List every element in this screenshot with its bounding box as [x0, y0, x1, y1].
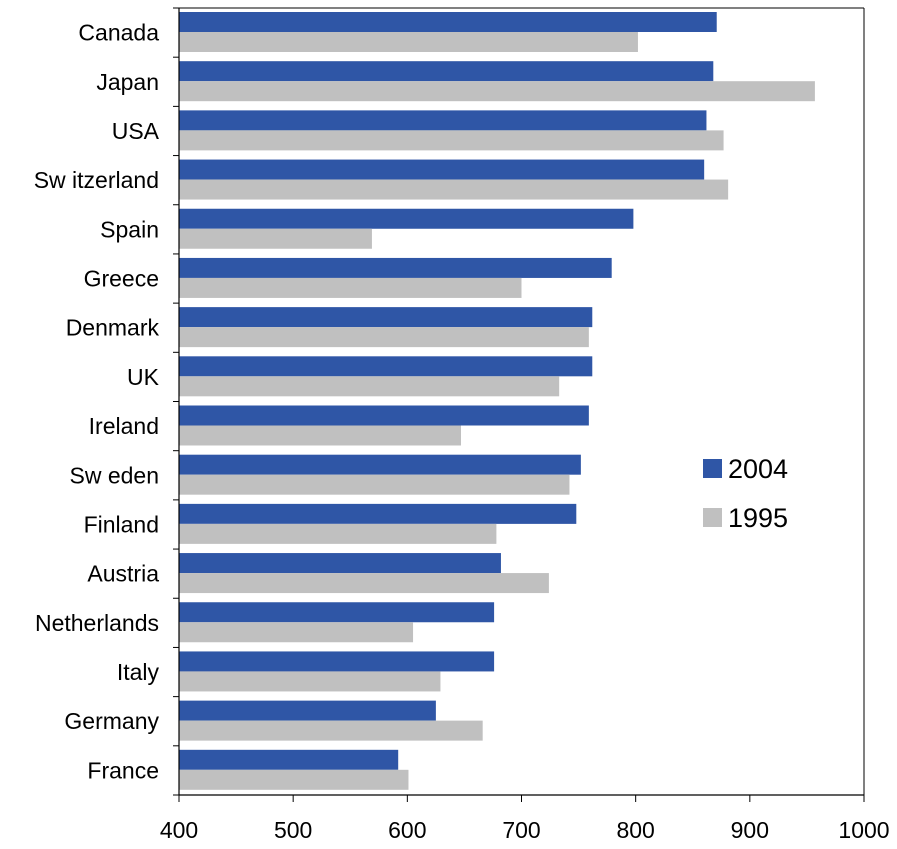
bar-1995-12: [179, 622, 414, 643]
bar-2004-4: [179, 208, 634, 229]
bar-1995-5: [179, 277, 522, 298]
x-tick-label: 700: [502, 817, 540, 843]
bar-2004-6: [179, 307, 593, 328]
category-label: Netherlands: [35, 610, 159, 636]
category-label: Ireland: [89, 413, 159, 439]
bar-2004-12: [179, 602, 495, 623]
bar-2004-3: [179, 159, 705, 180]
bar-1995-0: [179, 32, 638, 52]
bar-2004-10: [179, 503, 577, 524]
bar-2004-7: [179, 356, 593, 377]
bar-2004-2: [179, 110, 707, 131]
bar-2004-0: [179, 12, 717, 32]
bar-1995-1: [179, 81, 815, 102]
bar-2004-14: [179, 700, 436, 721]
category-label: UK: [127, 364, 160, 390]
bar-1995-10: [179, 523, 497, 544]
bar-2004-8: [179, 405, 589, 426]
legend-swatch-1995: [703, 508, 722, 527]
legend-swatch-2004: [703, 459, 722, 478]
category-label: France: [87, 757, 159, 783]
bar-2004-13: [179, 651, 495, 672]
bars-layer: [179, 12, 815, 790]
category-label: Austria: [87, 561, 159, 587]
category-label: Sw itzerland: [34, 167, 159, 193]
bar-1995-6: [179, 327, 589, 348]
bar-2004-11: [179, 553, 501, 574]
category-label: Greece: [84, 266, 159, 292]
bar-2004-1: [179, 61, 714, 82]
category-label: Canada: [78, 20, 159, 46]
category-label: Sw eden: [69, 462, 159, 488]
category-label: Japan: [96, 69, 159, 95]
legend-label: 2004: [728, 454, 788, 484]
legend: 2004 1995: [703, 454, 788, 533]
bar-1995-9: [179, 474, 570, 495]
bar-2004-15: [179, 749, 399, 770]
bar-2004-5: [179, 257, 612, 278]
bar-1995-13: [179, 671, 441, 692]
bar-1995-14: [179, 720, 483, 741]
x-tick-label: 600: [388, 817, 426, 843]
axes-layer: [173, 7, 865, 802]
bar-1995-11: [179, 573, 549, 594]
bar-1995-3: [179, 179, 729, 200]
bar-1995-7: [179, 376, 560, 397]
x-tick-label: 400: [160, 817, 198, 843]
legend-label: 1995: [728, 503, 788, 533]
category-label: Spain: [100, 216, 159, 242]
x-tick-label: 800: [616, 817, 654, 843]
category-label: Germany: [64, 708, 159, 734]
bar-1995-4: [179, 228, 372, 249]
category-label: USA: [112, 118, 160, 144]
category-label: Finland: [84, 511, 159, 537]
category-label: Denmark: [66, 315, 160, 341]
x-tick-label: 900: [731, 817, 769, 843]
x-tick-label: 1000: [838, 817, 889, 843]
bar-2004-9: [179, 454, 581, 475]
category-label: Italy: [117, 659, 160, 685]
bar-1995-2: [179, 130, 724, 151]
x-tick-label: 500: [274, 817, 312, 843]
labels-layer: Canada Japan USA Sw itzerland Spain Greece Den…: [34, 20, 890, 843]
bar-1995-15: [179, 769, 409, 790]
bar-1995-8: [179, 425, 461, 446]
